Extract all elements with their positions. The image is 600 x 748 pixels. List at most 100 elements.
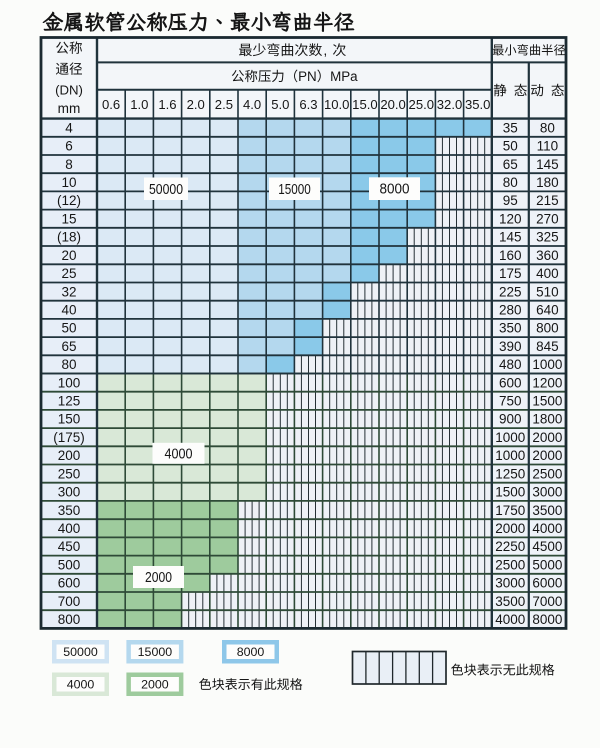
svg-text:15: 15 [61,211,76,226]
svg-text:50000: 50000 [149,182,183,198]
svg-text:2000: 2000 [532,430,562,445]
svg-text:510: 510 [536,284,559,299]
svg-text:180: 180 [536,175,559,190]
svg-text:350: 350 [58,503,81,518]
svg-text:80: 80 [61,357,76,372]
svg-text:7000: 7000 [532,594,562,609]
svg-text:1.6: 1.6 [158,97,176,112]
svg-text:,: , [323,42,327,58]
svg-text:325: 325 [536,230,559,245]
svg-text:6.3: 6.3 [299,97,317,112]
svg-text:(12): (12) [57,193,81,208]
svg-text:390: 390 [499,339,522,354]
svg-text:145: 145 [499,230,522,245]
svg-text:1250: 1250 [495,466,525,481]
svg-text:1500: 1500 [495,485,525,500]
svg-text:150: 150 [58,412,81,427]
svg-text:8000: 8000 [380,182,410,198]
svg-text:15000: 15000 [138,645,173,659]
svg-text:3500: 3500 [532,503,562,518]
svg-text:250: 250 [58,466,81,481]
svg-text:400: 400 [536,266,559,281]
svg-text:845: 845 [536,339,559,354]
svg-text:4000: 4000 [67,678,95,692]
svg-text:3000: 3000 [495,576,525,591]
svg-text:4.0: 4.0 [243,97,261,112]
svg-text:50: 50 [503,139,518,154]
svg-text:5.0: 5.0 [271,97,289,112]
svg-text:50: 50 [61,321,76,336]
svg-text:175: 175 [499,266,522,281]
svg-text:4000: 4000 [495,612,525,627]
svg-text:125: 125 [58,394,81,409]
svg-text:100: 100 [58,375,81,390]
svg-text:360: 360 [536,248,559,263]
svg-text:145: 145 [536,157,559,172]
svg-text:1500: 1500 [532,394,562,409]
svg-text:1000: 1000 [495,430,525,445]
svg-text:1000: 1000 [532,357,562,372]
svg-text:65: 65 [503,157,518,172]
svg-text:800: 800 [58,612,81,627]
svg-text:600: 600 [58,576,81,591]
svg-text:6: 6 [65,139,73,154]
svg-text:4500: 4500 [532,539,562,554]
svg-text:4000: 4000 [165,446,193,462]
svg-text:110: 110 [537,139,559,154]
svg-text:65: 65 [61,339,76,354]
svg-text:2000: 2000 [145,570,172,586]
svg-text:4000: 4000 [532,521,562,536]
svg-text:1750: 1750 [495,503,525,518]
svg-text:200: 200 [58,448,81,463]
svg-text:2.0: 2.0 [187,97,205,112]
svg-text:1200: 1200 [532,375,562,390]
svg-text:8000: 8000 [532,612,562,627]
svg-text:2500: 2500 [495,557,525,572]
svg-text:2000: 2000 [532,448,562,463]
svg-text:(18): (18) [57,230,81,245]
svg-text:6000: 6000 [532,576,562,591]
svg-text:MPa: MPa [330,69,358,84]
svg-text:20: 20 [61,248,76,263]
svg-text:500: 500 [58,557,81,572]
svg-text:640: 640 [536,303,559,318]
svg-text:40: 40 [61,303,76,318]
svg-text:15000: 15000 [278,182,311,198]
svg-text:2.5: 2.5 [215,97,233,112]
svg-text:800: 800 [536,321,559,336]
svg-text:3500: 3500 [495,594,525,609]
svg-text:160: 160 [499,248,522,263]
svg-text:0.6: 0.6 [102,97,120,112]
svg-text:20.0: 20.0 [380,97,405,112]
svg-text:50000: 50000 [63,645,98,659]
svg-text:215: 215 [536,193,559,208]
svg-text:PN: PN [298,69,317,84]
svg-text:280: 280 [499,303,522,318]
svg-text:1.0: 1.0 [130,97,148,112]
svg-text:(DN): (DN) [55,82,83,97]
svg-text:35: 35 [503,120,518,135]
svg-text:25.0: 25.0 [409,97,434,112]
svg-text:3000: 3000 [532,485,562,500]
svg-text:2000: 2000 [495,521,525,536]
svg-text:8000: 8000 [237,645,265,659]
svg-text:270: 270 [536,211,559,226]
svg-text:300: 300 [58,485,81,500]
svg-text:1000: 1000 [495,448,525,463]
svg-text:15.0: 15.0 [352,97,377,112]
svg-text:700: 700 [58,594,81,609]
svg-text:80: 80 [503,175,518,190]
svg-text:2500: 2500 [532,466,562,481]
svg-text:(175): (175) [53,430,85,445]
svg-text:900: 900 [499,412,522,427]
svg-text:mm: mm [58,101,81,116]
svg-text:400: 400 [58,521,81,536]
svg-text:450: 450 [58,539,81,554]
svg-text:600: 600 [499,375,522,390]
svg-text:2250: 2250 [495,539,525,554]
svg-text:25: 25 [61,266,76,281]
svg-text:2000: 2000 [141,678,169,692]
svg-text:8: 8 [65,157,73,172]
svg-text:10.0: 10.0 [324,97,349,112]
svg-text:80: 80 [540,120,555,135]
